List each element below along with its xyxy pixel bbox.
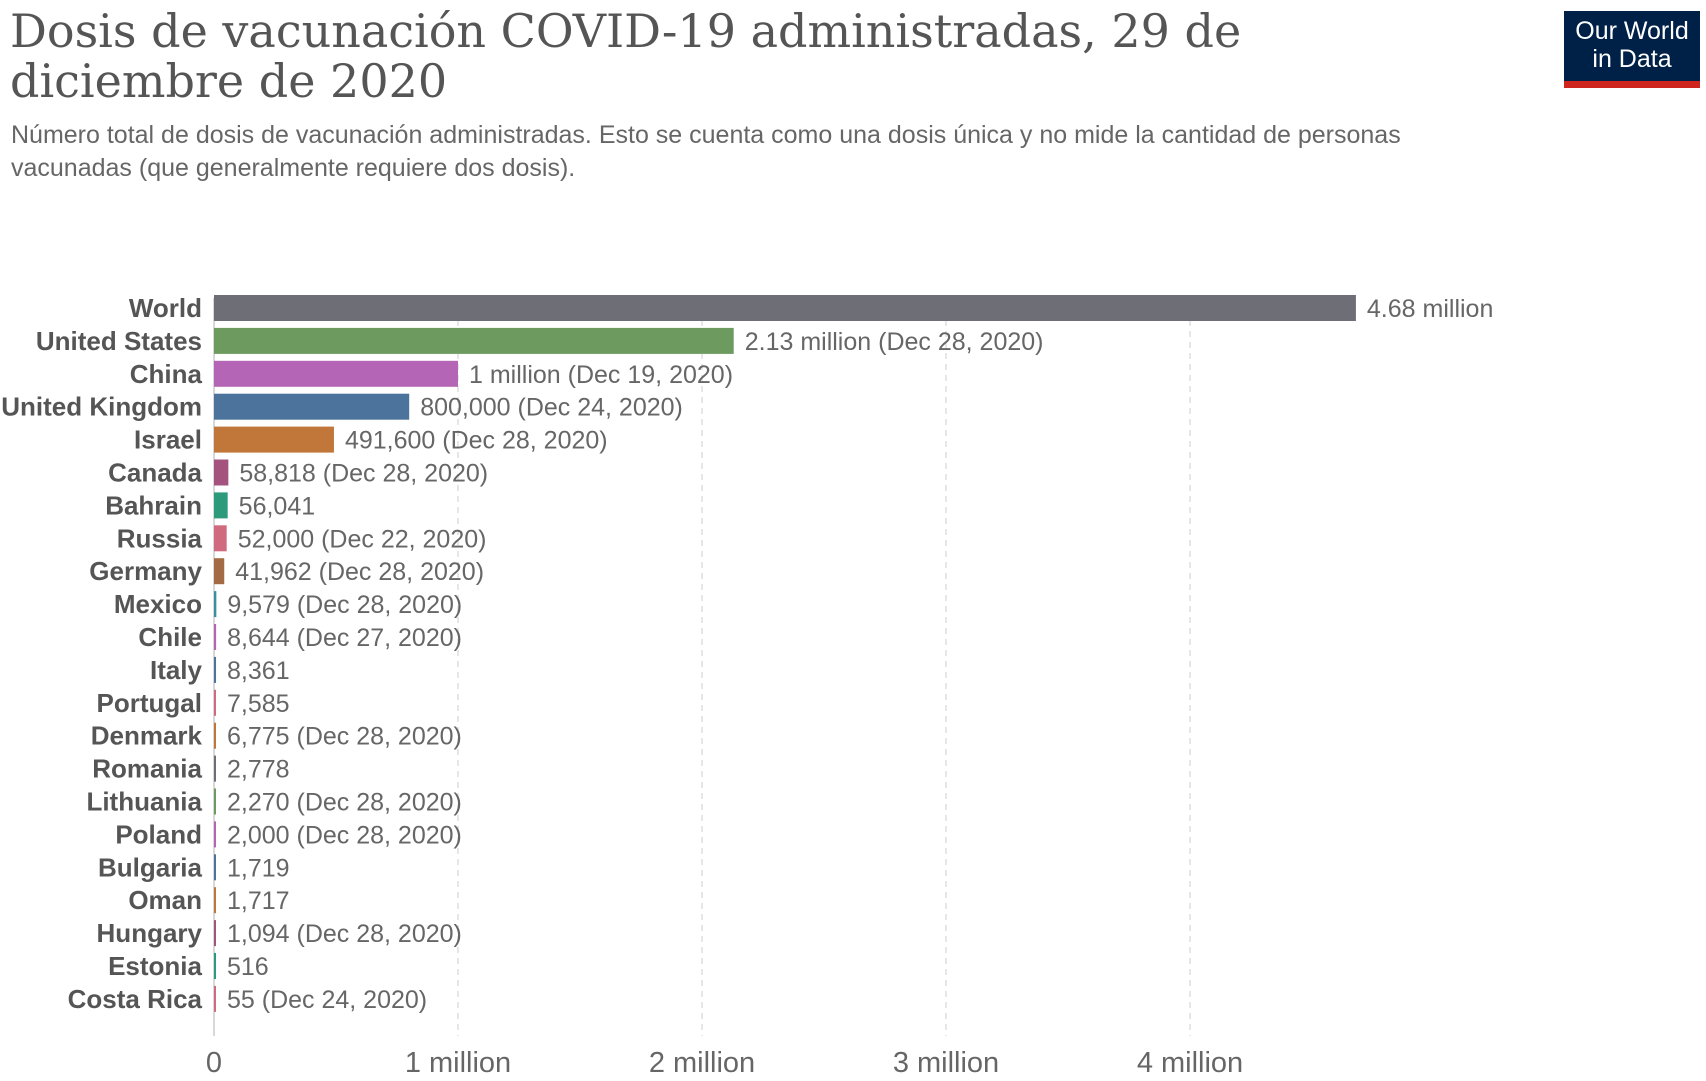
bar-italy[interactable] [214, 656, 217, 683]
category-label: Chile [138, 622, 202, 652]
bar-estonia[interactable] [214, 953, 216, 979]
x-tick-label: 0 [206, 1047, 222, 1079]
bar-germany[interactable] [214, 558, 225, 585]
value-label: 1,719 [227, 854, 290, 882]
bar-costa-rica[interactable] [214, 985, 216, 1012]
owid-logo[interactable]: Our World in Data [1564, 11, 1700, 88]
x-tick-label: 4 million [1137, 1047, 1243, 1079]
bar-oman[interactable] [214, 887, 216, 914]
category-label: Hungary [97, 918, 203, 948]
bar-lithuania[interactable] [214, 788, 216, 815]
value-label: 1 million (Dec 19, 2020) [469, 361, 733, 389]
value-label: 2,000 (Dec 28, 2020) [227, 821, 462, 849]
value-label: 1,094 (Dec 28, 2020) [227, 920, 462, 948]
chart-title: Dosis de vacunación COVID-19 administrad… [10, 4, 1242, 108]
value-label: 7,585 [227, 690, 290, 718]
value-label: 800,000 (Dec 24, 2020) [420, 394, 683, 422]
bar-romania[interactable] [214, 755, 216, 782]
bar-poland[interactable] [214, 821, 216, 848]
bar-denmark[interactable] [214, 722, 216, 749]
category-label: Estonia [108, 951, 202, 981]
category-label: Costa Rica [68, 984, 203, 1014]
category-label: Israel [134, 425, 202, 455]
bar-portugal[interactable] [214, 689, 216, 716]
x-axis: 0 1 million 2 million 3 million 4 million [206, 1047, 1243, 1079]
x-tick-label: 2 million [649, 1047, 755, 1079]
bar-bahrain[interactable] [214, 492, 228, 519]
category-label: Italy [150, 655, 203, 685]
x-tick-label: 3 million [893, 1047, 999, 1079]
bar-world[interactable] [214, 295, 1356, 321]
bar-mexico[interactable] [214, 591, 217, 618]
chart-subtitle: Número total de dosis de vacunación admi… [11, 121, 1401, 182]
value-label: 4.68 million [1367, 295, 1493, 323]
category-label: Canada [108, 458, 202, 488]
value-label: 56,041 [239, 492, 315, 520]
category-label: Romania [92, 754, 202, 784]
value-label: 9,579 (Dec 28, 2020) [227, 591, 462, 619]
bar-canada[interactable] [214, 459, 229, 486]
value-label: 2,778 [227, 756, 290, 784]
category-label: United Kingdom [1, 392, 202, 422]
bar-united-states[interactable] [214, 327, 734, 354]
category-label: World [129, 293, 202, 323]
value-label: 55 (Dec 24, 2020) [227, 986, 427, 1014]
category-label: Denmark [91, 721, 203, 751]
value-label: 6,775 (Dec 28, 2020) [227, 723, 462, 751]
value-label: 2,270 (Dec 28, 2020) [227, 789, 462, 817]
category-label: Mexico [114, 589, 202, 619]
bar-russia[interactable] [214, 525, 227, 552]
value-label: 2.13 million (Dec 28, 2020) [745, 328, 1044, 356]
logo-line-1: Our World [1575, 17, 1689, 45]
value-label: 516 [227, 953, 269, 981]
category-label: Germany [89, 556, 202, 586]
bar-bulgaria[interactable] [214, 854, 216, 881]
bar-hungary[interactable] [214, 920, 216, 947]
category-label: United States [36, 326, 202, 356]
category-label: Poland [115, 819, 202, 849]
category-label: Bulgaria [98, 852, 203, 882]
value-label: 8,361 [227, 657, 290, 685]
value-label: 58,818 (Dec 28, 2020) [239, 460, 488, 488]
category-label: China [130, 359, 203, 389]
x-tick-label: 1 million [405, 1047, 511, 1079]
value-label: 8,644 (Dec 27, 2020) [227, 624, 462, 652]
bar-china[interactable] [214, 360, 458, 387]
bar-israel[interactable] [214, 426, 334, 453]
bar-chile[interactable] [214, 624, 217, 650]
category-label: Portugal [97, 688, 202, 718]
value-label: 1,717 [227, 887, 290, 915]
category-label: Oman [128, 885, 202, 915]
logo-line-2: in Data [1592, 45, 1672, 73]
labels: World 4.68 million United States 2.13 milli… [1, 293, 1493, 1014]
value-label: 52,000 (Dec 22, 2020) [238, 525, 487, 553]
value-label: 491,600 (Dec 28, 2020) [345, 427, 608, 455]
category-label: Bahrain [105, 490, 202, 520]
value-label: 41,962 (Dec 28, 2020) [235, 558, 484, 586]
bar-united-kingdom[interactable] [214, 393, 410, 420]
category-label: Russia [117, 523, 203, 553]
bars [214, 295, 1356, 1012]
category-label: Lithuania [86, 787, 202, 817]
